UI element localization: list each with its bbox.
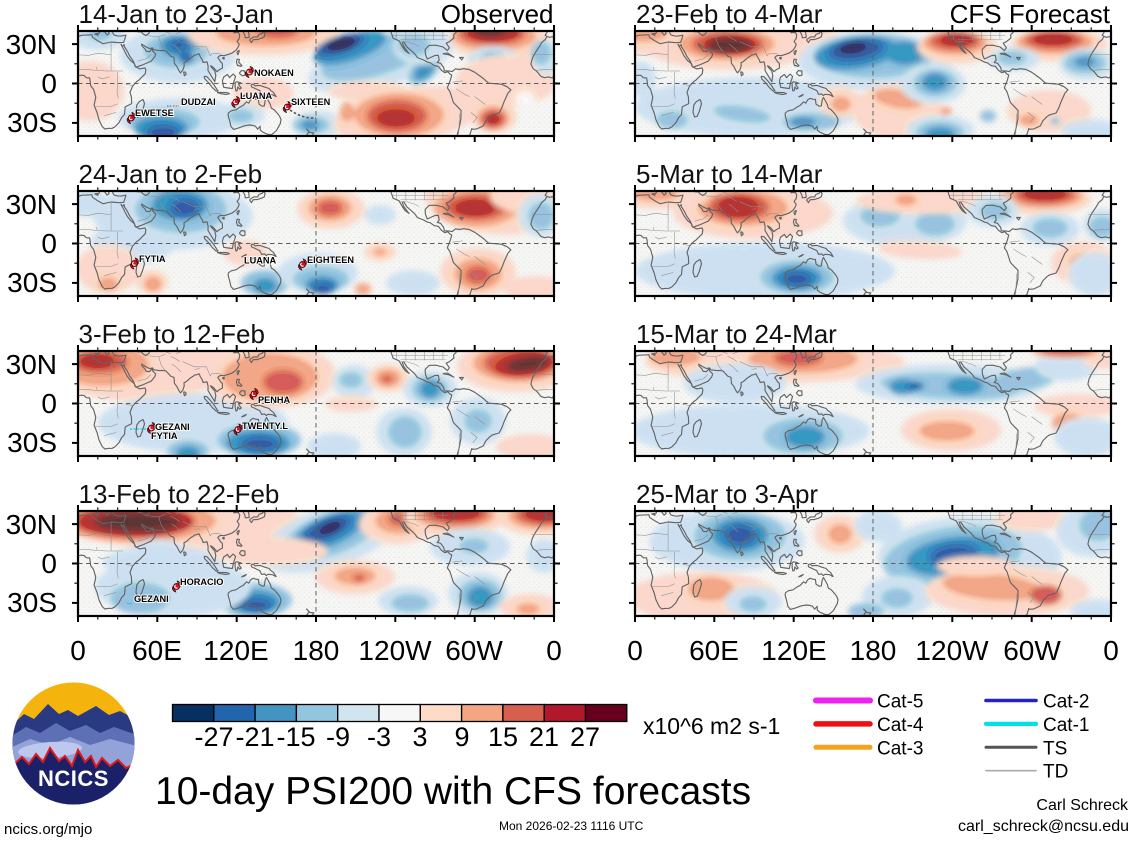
svg-text:DUDZAI: DUDZAI <box>181 97 216 107</box>
svg-text:EWETSE: EWETSE <box>135 108 174 118</box>
svg-text:FYTIA: FYTIA <box>151 431 178 441</box>
svg-text:PENHA: PENHA <box>258 395 291 405</box>
svg-text:TD: TD <box>1043 762 1068 783</box>
svg-text:LUANA: LUANA <box>240 91 273 101</box>
svg-text:TS: TS <box>1043 738 1067 759</box>
svg-text:GEZANI: GEZANI <box>134 594 169 604</box>
svg-text:EIGHTEEN: EIGHTEEN <box>307 255 354 265</box>
svg-text:NCICS: NCICS <box>38 766 109 791</box>
svg-text:Cat-1: Cat-1 <box>1043 715 1089 736</box>
svg-text:NOKAEN: NOKAEN <box>254 68 294 78</box>
svg-text:SIXTEEN: SIXTEEN <box>291 97 331 107</box>
svg-text:GEZANI: GEZANI <box>155 422 190 432</box>
svg-text:TWENTY.L: TWENTY.L <box>242 421 288 431</box>
svg-text:FYTIA: FYTIA <box>139 254 166 264</box>
svg-text:HORACIO: HORACIO <box>180 577 223 587</box>
svg-text:Cat-2: Cat-2 <box>1043 692 1089 713</box>
svg-text:Cat-3: Cat-3 <box>877 738 923 759</box>
svg-text:Cat-4: Cat-4 <box>877 715 924 736</box>
svg-text:LUANA: LUANA <box>244 255 277 265</box>
svg-text:Cat-5: Cat-5 <box>877 692 923 713</box>
